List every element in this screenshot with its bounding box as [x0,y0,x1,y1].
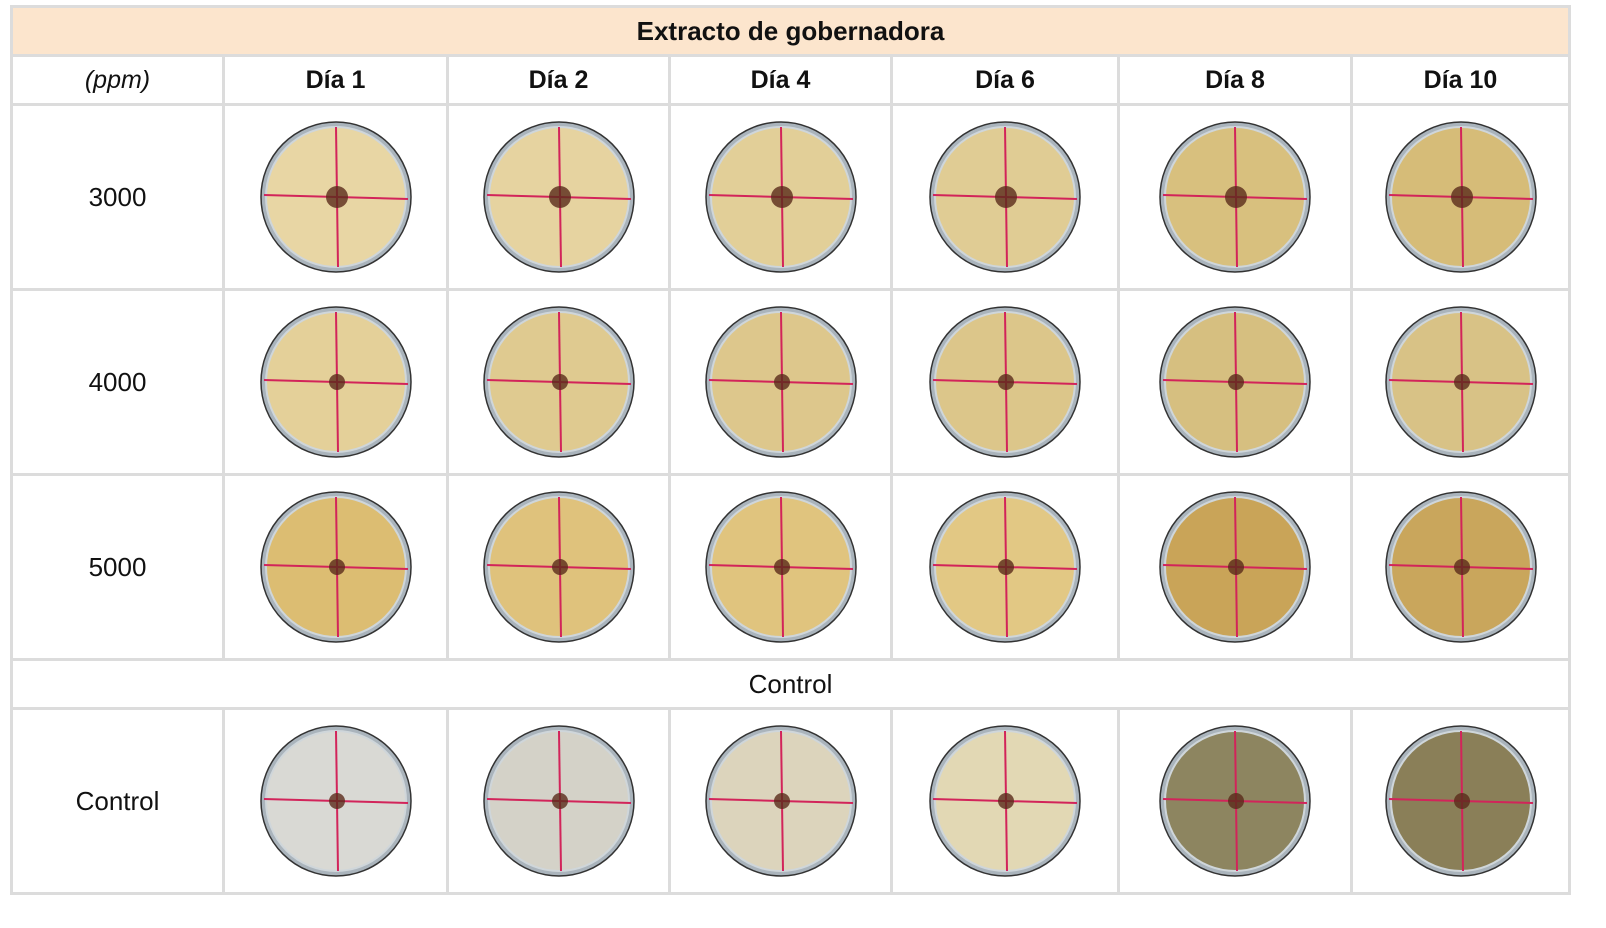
image-cell [448,105,670,290]
dish-inoculum [998,793,1014,809]
petri-dish [258,304,414,460]
dish-inoculum [1451,186,1473,208]
dish-inoculum [329,559,345,575]
dish-inoculum [329,793,345,809]
section-label: Control [12,660,1570,709]
petri-dish [1157,723,1313,879]
petri-dish [481,119,637,275]
petri-dish [927,489,1083,645]
petri-dish [703,489,859,645]
petri-dish [1157,119,1313,275]
image-cell [1352,105,1570,290]
petri-dish [1383,304,1539,460]
dish-inoculum [549,186,571,208]
image-cell [1352,709,1570,894]
header-cell: Día 10 [1352,56,1570,105]
image-cell [1119,475,1352,660]
dish-inoculum [1225,186,1247,208]
dish-inoculum [1228,793,1244,809]
petri-dish [1383,723,1539,879]
row-label: Control [12,709,224,894]
dish-inoculum [1454,793,1470,809]
image-cell [448,475,670,660]
petri-dish [927,304,1083,460]
petri-dish [258,119,414,275]
dish-inoculum [329,374,345,390]
dish-inoculum [998,559,1014,575]
header-cell: Día 2 [448,56,670,105]
dish-inoculum [774,793,790,809]
image-cell [448,709,670,894]
image-cell [224,290,448,475]
petri-dish [481,489,637,645]
image-cell [1119,105,1352,290]
control-row: Control [12,709,1570,894]
image-cell [1119,709,1352,894]
dish-inoculum [326,186,348,208]
section-row: Control [12,660,1570,709]
dish-inoculum [1454,374,1470,390]
image-cell [1352,290,1570,475]
header-cell: Día 1 [224,56,448,105]
petri-dish [1383,119,1539,275]
header-cell: Día 4 [670,56,892,105]
header-cell: (ppm) [12,56,224,105]
image-cell [1352,475,1570,660]
image-cell [892,709,1119,894]
petri-dish [927,723,1083,879]
petri-dish [481,723,637,879]
image-cell [892,475,1119,660]
row-label: 5000 [12,475,224,660]
petri-dish [703,304,859,460]
image-cell [224,709,448,894]
image-cell [224,105,448,290]
dish-inoculum [552,793,568,809]
page: Extracto de gobernadora (ppm)Día 1Día 2D… [0,0,1606,928]
header-cell: Día 8 [1119,56,1352,105]
dish-inoculum [1228,374,1244,390]
image-cell [448,290,670,475]
dish-inoculum [1228,559,1244,575]
image-cell [892,290,1119,475]
petri-dish [1157,304,1313,460]
image-cell [892,105,1119,290]
dish-inoculum [774,374,790,390]
petri-dish [258,723,414,879]
dish-inoculum [995,186,1017,208]
dish-inoculum [552,559,568,575]
petri-dish [1383,489,1539,645]
header-cell: Día 6 [892,56,1119,105]
image-cell [670,475,892,660]
data-row: 3000 [12,105,1570,290]
image-cell [670,290,892,475]
data-row: 4000 [12,290,1570,475]
row-label: 4000 [12,290,224,475]
data-row: 5000 [12,475,1570,660]
image-cell [670,709,892,894]
petri-dish [703,723,859,879]
image-cell [224,475,448,660]
image-cell [1119,290,1352,475]
table-title: Extracto de gobernadora [12,7,1570,56]
petri-dish [481,304,637,460]
petri-dish [258,489,414,645]
dish-inoculum [998,374,1014,390]
image-cell [670,105,892,290]
row-label: 3000 [12,105,224,290]
dish-inoculum [552,374,568,390]
dish-inoculum [771,186,793,208]
petri-dish [703,119,859,275]
petri-dish [927,119,1083,275]
dish-inoculum [774,559,790,575]
dish-inoculum [1454,559,1470,575]
petri-dish [1157,489,1313,645]
